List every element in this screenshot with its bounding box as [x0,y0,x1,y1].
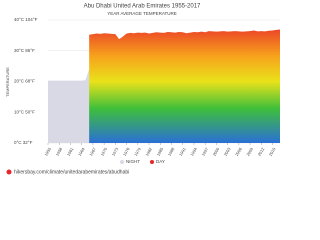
y-tick-label: 30°C 86°F [14,48,35,53]
x-tick-label: 1961 [66,146,75,157]
x-tick-label: 1991 [178,146,187,157]
x-tick-label: 1973 [111,146,120,157]
x-tick-label: 1976 [122,146,131,157]
x-tick-label: 1970 [99,146,108,157]
x-tick-label: 2006 [234,146,243,157]
x-tick-label: 2003 [223,146,232,157]
chart: Abu Dhabi United Arab Emirates 1955-2017… [5,4,281,175]
legend-marker [120,160,124,164]
x-tick-label: 1994 [189,146,198,157]
x-tick-label: 1982 [144,146,153,157]
y-tick-label: 10°C 50°F [14,109,35,114]
x-tick-label: 1955 [43,146,52,157]
x-tick-label: 2009 [245,146,254,157]
x-tick-label: 1979 [133,146,142,157]
legend-label: DAY [156,159,165,164]
legend-label: NIGHT [126,159,140,164]
x-tick-label: 1964 [77,146,86,157]
x-tick-label: 1988 [167,146,176,157]
y-tick-label: 20°C 68°F [14,79,35,84]
y-tick-label: 0°C 32°F [14,140,33,145]
y-tick-label: 40°C 104°F [14,17,38,22]
x-tick-label: 2000 [212,146,221,157]
chart-subtitle: YEAR AVERAGE TEMPERATURE [107,11,177,16]
x-tick-label: 1958 [54,146,63,157]
legend-marker [150,160,154,164]
x-tick-label: 2015 [268,146,277,157]
x-tick-label: 1985 [155,146,164,157]
y-axis-label: TEMPERATURE [5,67,10,97]
footer-icon [6,169,12,175]
x-tick-label: 1967 [88,146,97,157]
x-tick-label: 2012 [257,146,266,157]
chart-title: Abu Dhabi United Arab Emirates 1955-2017 [84,4,201,10]
x-tick-label: 1997 [200,146,209,157]
footer: hikersbay.com/climate/unitedarabemirates… [14,169,129,175]
area-1 [89,29,281,143]
